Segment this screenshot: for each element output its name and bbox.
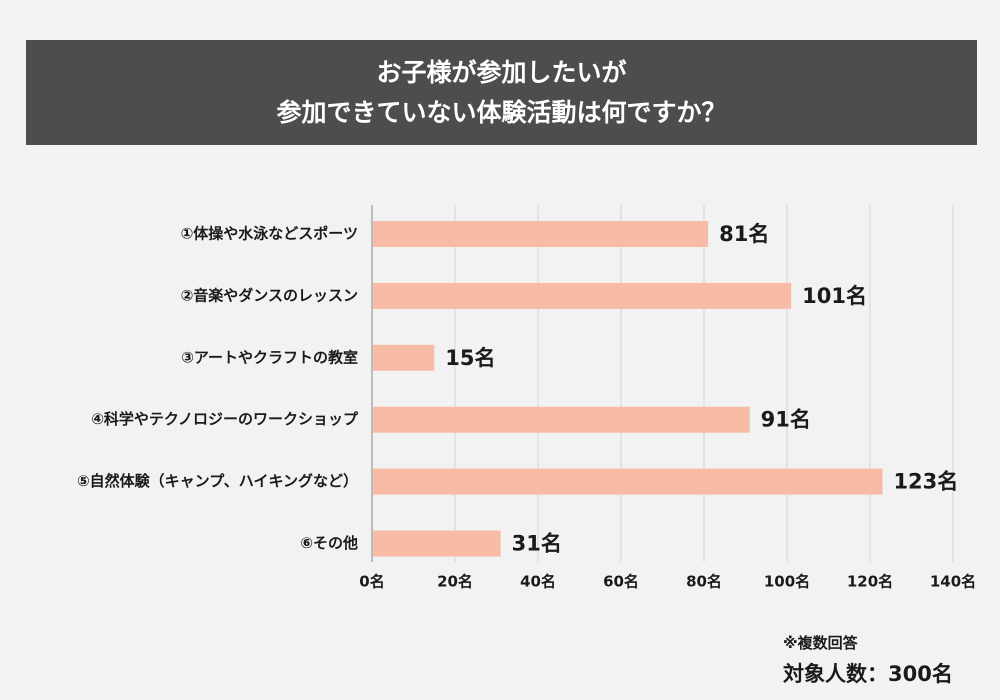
x-tick-label: 40名	[520, 573, 556, 591]
respondents-note: 対象人数：300名	[783, 662, 953, 686]
x-tick-label: 140名	[930, 573, 976, 591]
category-label: ⑥その他	[300, 534, 358, 552]
bar	[373, 221, 709, 247]
title-banner: お子様が参加したいが 参加できていない体験活動は何ですか？	[26, 40, 977, 145]
bar	[373, 468, 883, 495]
bar	[373, 282, 792, 309]
category-label: ①体操や水泳などスポーツ	[181, 225, 358, 243]
x-tick-label: 60名	[603, 573, 639, 591]
x-tick-label: 20名	[437, 573, 473, 591]
title-line-1: お子様が参加したいが	[376, 57, 627, 87]
category-label: ③アートやクラフトの教室	[181, 348, 358, 366]
data-label: 91名	[761, 408, 811, 432]
bar	[373, 344, 435, 371]
category-label: ⑤自然体験（キャンプ、ハイキングなど）	[77, 472, 358, 490]
data-label: 31名	[512, 532, 562, 556]
x-tick-label: 0名	[359, 573, 384, 591]
data-label: 123名	[893, 470, 958, 494]
data-label: 81名	[719, 222, 769, 246]
x-tick-label: 120名	[847, 573, 893, 591]
bar	[373, 406, 750, 433]
category-label: ②音楽やダンスのレッスン	[181, 286, 358, 304]
x-tick-label: 100名	[764, 573, 810, 591]
bar	[373, 530, 501, 557]
category-label: ④科学やテクノロジーのワークショップ	[91, 410, 359, 428]
multiple-answers-note: ※複数回答	[783, 634, 858, 652]
x-tick-label: 80名	[686, 573, 722, 591]
title-line-2: 参加できていない体験活動は何ですか？	[276, 97, 727, 127]
data-label: 15名	[445, 346, 495, 370]
data-label: 101名	[802, 284, 867, 308]
